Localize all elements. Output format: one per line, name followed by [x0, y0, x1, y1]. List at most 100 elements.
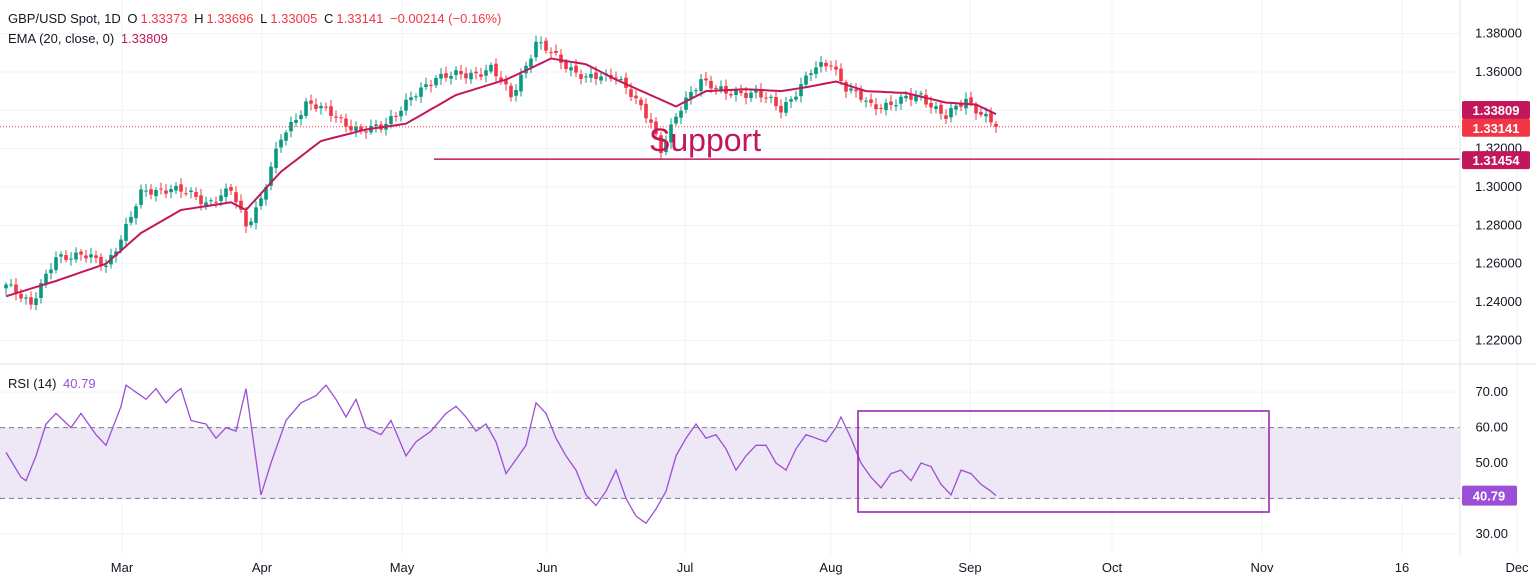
candle-body	[59, 254, 63, 257]
candle-body	[79, 251, 83, 255]
time-tick-label: Mar	[111, 560, 134, 575]
candle-body	[504, 80, 508, 85]
time-tick-label: Oct	[1102, 560, 1123, 575]
candle-body	[499, 77, 503, 82]
close-price-tag-bg	[1462, 118, 1530, 137]
candle-body	[539, 42, 543, 44]
candle-body	[294, 120, 298, 123]
candle-body	[939, 104, 943, 114]
candle-body	[479, 74, 483, 77]
change-value: −0.00214 (−0.16%)	[389, 11, 502, 26]
candle-body	[509, 85, 513, 98]
candle-body	[864, 100, 868, 102]
candle-body	[629, 89, 633, 98]
candle-body	[889, 101, 893, 105]
candle-body	[124, 224, 128, 241]
candle-body	[139, 189, 143, 205]
candle-body	[174, 185, 178, 191]
price-tick-label: 1.26000	[1475, 256, 1522, 271]
candle-body	[624, 77, 628, 88]
candle-body	[854, 89, 858, 92]
candle-body	[619, 79, 623, 81]
candle-body	[219, 195, 223, 202]
candle-body	[774, 97, 778, 107]
candle-body	[89, 254, 93, 258]
candle-body	[664, 141, 668, 152]
price-tick-label: 1.38000	[1475, 26, 1522, 41]
candle-body	[869, 99, 873, 104]
candle-body	[559, 54, 563, 63]
time-tick-label: Sep	[958, 560, 981, 575]
candle-body	[949, 108, 953, 118]
candle-body	[439, 73, 443, 79]
candle-body	[699, 79, 703, 92]
candle-body	[54, 257, 58, 271]
price-tick-label: 1.36000	[1475, 64, 1522, 79]
open-value: 1.33373	[140, 11, 188, 26]
candle-body	[744, 92, 748, 99]
close-price-tag: 1.33141	[1473, 121, 1520, 136]
candle-body	[34, 298, 38, 305]
candle-body	[284, 132, 288, 141]
candle-body	[534, 41, 538, 58]
candle-body	[919, 93, 923, 95]
candle-body	[529, 58, 533, 68]
candle-body	[849, 88, 853, 91]
candle-body	[944, 115, 948, 119]
rsi-legend-value: 40.79	[63, 376, 96, 391]
candle-body	[844, 82, 848, 92]
candle-body	[84, 255, 88, 259]
candle-body	[159, 188, 163, 190]
candle-body	[279, 139, 283, 148]
candle-body	[784, 102, 788, 113]
rsi-legend-label[interactable]: RSI (14)	[8, 376, 57, 391]
candle-body	[644, 103, 648, 119]
candle-body	[469, 72, 473, 80]
candle-body	[274, 148, 278, 168]
candle-body	[764, 97, 768, 99]
candle-body	[794, 96, 798, 100]
rsi-value-tag: 40.79	[1473, 489, 1506, 504]
candle-body	[169, 188, 173, 193]
candle-body	[909, 94, 913, 100]
time-tick-label: Nov	[1250, 560, 1274, 575]
candle-body	[689, 91, 693, 99]
candle-body	[359, 126, 363, 132]
ema-legend: EMA (20, close, 0) 1.33809	[8, 31, 171, 46]
candle-body	[694, 90, 698, 92]
candle-body	[709, 80, 713, 89]
candle-body	[579, 74, 583, 79]
candle-body	[599, 76, 603, 81]
candle-body	[244, 211, 248, 227]
candle-body	[419, 87, 423, 97]
candle-body	[144, 190, 148, 192]
candle-body	[929, 102, 933, 108]
symbol-title[interactable]: GBP/USD Spot, 1D	[8, 11, 121, 26]
time-axis[interactable]: Mar Apr May Jun Jul Aug Sep Oct Nov 16 Dec	[111, 560, 1529, 575]
candle-body	[914, 95, 918, 102]
rsi-tick-label: 60.00	[1475, 420, 1508, 435]
candle-body	[804, 75, 808, 85]
candle-body	[574, 65, 578, 73]
candle-body	[329, 106, 333, 116]
open-label: O	[127, 11, 138, 26]
candle-body	[759, 89, 763, 98]
close-label: C	[323, 11, 334, 26]
candle-body	[454, 70, 458, 76]
price-axis[interactable]: 1.380001.360001.340001.320001.300001.280…	[1475, 26, 1522, 348]
candle-body	[29, 297, 33, 305]
high-label: H	[194, 11, 204, 26]
ema-legend-label[interactable]: EMA (20, close, 0)	[8, 31, 115, 46]
candle-body	[374, 124, 378, 127]
candle-body	[404, 99, 408, 111]
candle-body	[214, 201, 218, 203]
rsi-tick-label: 30.00	[1475, 526, 1508, 541]
candle-body	[554, 50, 558, 53]
candle-body	[934, 106, 938, 109]
candle-body	[354, 126, 358, 131]
candle-body	[339, 117, 343, 119]
candle-body	[254, 207, 258, 223]
